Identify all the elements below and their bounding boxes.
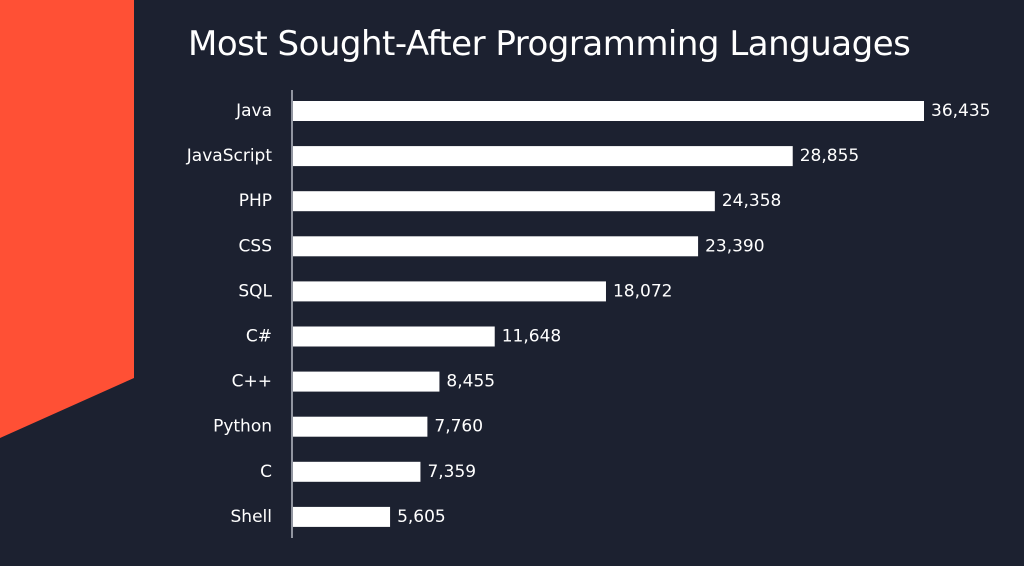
value-label-csharp: 11,648 — [502, 327, 561, 347]
category-label-sql: SQL — [238, 281, 272, 301]
bar-php — [293, 191, 715, 212]
value-label-cplusplus: 8,455 — [446, 372, 495, 392]
bars-group — [293, 101, 924, 527]
category-label-javascript: JavaScript — [186, 146, 273, 166]
bar-c — [293, 461, 421, 482]
value-label-shell: 5,605 — [397, 507, 446, 527]
bar-java — [293, 101, 924, 121]
category-label-c: C — [260, 462, 272, 482]
category-label-css: CSS — [239, 236, 272, 256]
value-label-css: 23,390 — [705, 236, 764, 256]
bar-csharp — [293, 326, 495, 347]
value-label-sql: 18,072 — [613, 281, 672, 301]
accent-ribbon — [0, 0, 134, 438]
chart-title: Most Sought-After Programming Languages — [188, 24, 911, 64]
category-label-python: Python — [213, 417, 272, 437]
category-label-cplusplus: C++ — [232, 372, 272, 392]
category-label-java: Java — [235, 101, 272, 121]
category-label-php: PHP — [239, 191, 272, 211]
category-labels-group: Java JavaScript PHP CSS SQL C# C++ Python C Shell — [186, 101, 273, 527]
bar-python — [293, 416, 428, 437]
category-label-shell: Shell — [231, 507, 272, 527]
value-label-java: 36,435 — [931, 101, 990, 121]
bar-shell — [293, 506, 391, 527]
value-labels-group: 36,435 28,855 24,358 23,390 18,072 11,648 8,45… — [397, 101, 990, 527]
value-label-python: 7,760 — [434, 417, 483, 437]
value-label-c: 7,359 — [427, 462, 476, 482]
category-label-csharp: C# — [246, 327, 272, 347]
bar-sql — [293, 281, 606, 302]
bar-css — [293, 236, 699, 257]
bar-cplusplus — [293, 371, 440, 392]
value-label-php: 24,358 — [722, 191, 781, 211]
accent-ribbon-shape — [0, 0, 134, 438]
bar-javascript — [293, 146, 793, 167]
value-label-javascript: 28,855 — [800, 146, 859, 166]
